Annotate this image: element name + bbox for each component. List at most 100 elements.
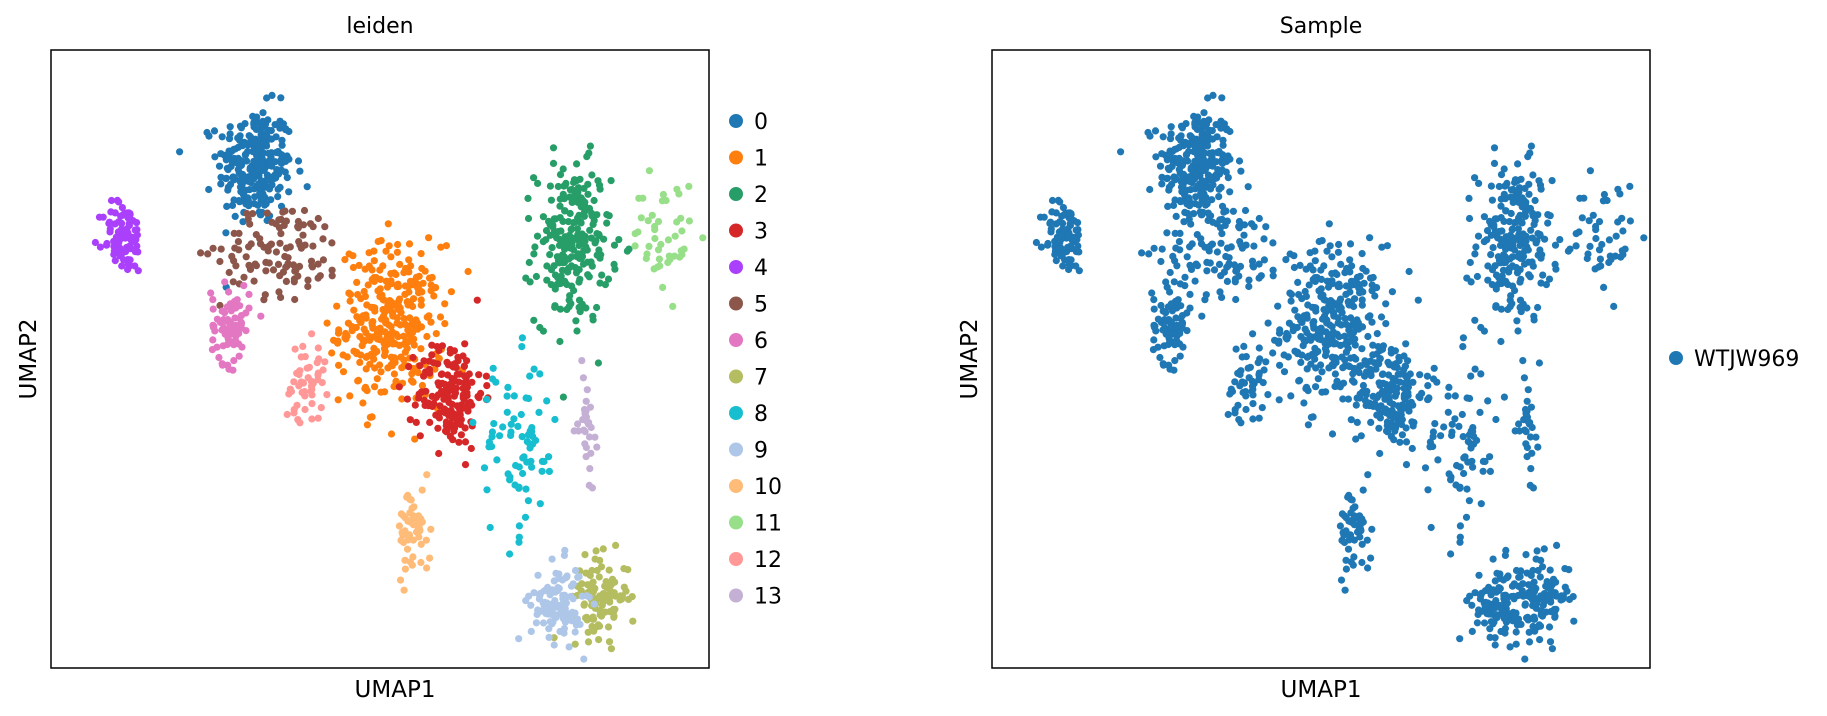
legend-leiden-label-2: 2 <box>754 183 768 208</box>
point-sample <box>1342 527 1350 535</box>
point-cluster-1 <box>387 323 395 331</box>
point-cluster-8 <box>510 392 518 400</box>
point-sample <box>1297 358 1305 366</box>
point-sample <box>1607 255 1615 263</box>
point-sample <box>1540 598 1548 606</box>
legend-leiden-marker-3 <box>729 223 743 238</box>
point-sample <box>1356 394 1364 402</box>
legend-leiden-label-12: 12 <box>754 548 782 573</box>
point-sample <box>1280 368 1289 376</box>
point-sample <box>1245 282 1253 291</box>
point-cluster-10 <box>427 525 435 533</box>
point-cluster-8 <box>521 513 530 521</box>
point-sample <box>1163 174 1172 182</box>
point-sample <box>1206 185 1215 193</box>
point-sample <box>1176 352 1184 360</box>
point-cluster-1 <box>394 305 402 313</box>
point-sample <box>1511 219 1519 227</box>
point-sample <box>1373 284 1381 292</box>
point-sample <box>1469 463 1477 471</box>
point-sample <box>1372 365 1380 373</box>
point-cluster-2 <box>575 278 583 286</box>
point-cluster-5 <box>272 248 280 256</box>
point-sample <box>1159 326 1167 334</box>
point-sample <box>1358 558 1366 567</box>
point-cluster-0 <box>253 113 261 121</box>
point-cluster-4 <box>107 196 116 205</box>
point-cluster-5 <box>204 250 212 258</box>
point-cluster-11 <box>678 227 686 235</box>
point-sample <box>1479 467 1487 475</box>
point-cluster-3 <box>428 351 436 359</box>
point-cluster-0 <box>256 211 264 219</box>
point-sample <box>1184 157 1192 165</box>
point-sample <box>1054 196 1062 204</box>
point-cluster-4 <box>133 242 141 250</box>
point-cluster-5 <box>308 262 316 270</box>
point-cluster-5 <box>314 260 322 268</box>
point-cluster-1 <box>330 336 338 344</box>
point-cluster-2 <box>532 272 541 281</box>
point-sample <box>1358 250 1366 258</box>
point-sample <box>1532 433 1540 441</box>
point-sample <box>1467 372 1475 380</box>
point-sample <box>1361 357 1369 365</box>
point-cluster-3 <box>455 370 464 378</box>
point-cluster-2 <box>547 196 556 204</box>
point-sample <box>1176 329 1184 337</box>
point-cluster-0 <box>217 180 225 188</box>
point-sample <box>1075 248 1083 256</box>
point-sample <box>1348 262 1356 270</box>
point-sample <box>1472 243 1480 251</box>
point-cluster-1 <box>389 330 397 338</box>
point-cluster-2 <box>579 260 588 268</box>
point-sample <box>1456 483 1464 491</box>
point-sample <box>1547 608 1555 616</box>
point-cluster-2 <box>533 232 542 240</box>
point-cluster-1 <box>418 264 426 273</box>
point-sample <box>1244 183 1252 191</box>
point-sample <box>1309 266 1317 274</box>
point-sample <box>1166 268 1174 277</box>
point-cluster-1 <box>400 332 408 340</box>
point-sample <box>1240 342 1248 350</box>
point-cluster-0 <box>285 127 293 136</box>
point-sample <box>1331 370 1339 378</box>
point-cluster-13 <box>581 409 589 417</box>
point-sample <box>1185 177 1193 185</box>
point-sample <box>1524 418 1532 426</box>
point-cluster-7 <box>595 573 603 581</box>
point-cluster-4 <box>106 228 114 236</box>
point-cluster-11 <box>685 217 694 225</box>
point-cluster-10 <box>396 576 405 584</box>
point-cluster-5 <box>216 257 224 266</box>
point-cluster-0 <box>283 155 291 163</box>
point-cluster-1 <box>423 313 431 321</box>
legend-leiden-label-10: 10 <box>754 475 782 500</box>
point-cluster-0 <box>265 149 273 157</box>
point-sample <box>1492 415 1500 424</box>
point-sample <box>1226 188 1234 196</box>
point-cluster-2 <box>563 305 571 314</box>
point-sample <box>1150 244 1158 252</box>
point-cluster-0 <box>268 135 276 143</box>
point-cluster-5 <box>234 238 242 246</box>
point-cluster-9 <box>556 605 565 613</box>
point-sample <box>1051 250 1059 259</box>
point-sample <box>1248 382 1257 390</box>
point-cluster-3 <box>449 436 457 444</box>
point-cluster-5 <box>216 301 224 310</box>
point-sample <box>1515 184 1524 192</box>
point-cluster-13 <box>581 428 589 436</box>
point-cluster-10 <box>409 521 417 529</box>
point-cluster-2 <box>559 217 567 225</box>
point-cluster-7 <box>597 563 606 571</box>
point-sample <box>1185 215 1193 223</box>
point-sample <box>1341 356 1349 364</box>
point-sample <box>1500 593 1509 602</box>
point-sample <box>1414 296 1422 304</box>
point-sample <box>1434 456 1442 464</box>
point-sample <box>1323 319 1331 327</box>
point-sample <box>1538 251 1546 259</box>
